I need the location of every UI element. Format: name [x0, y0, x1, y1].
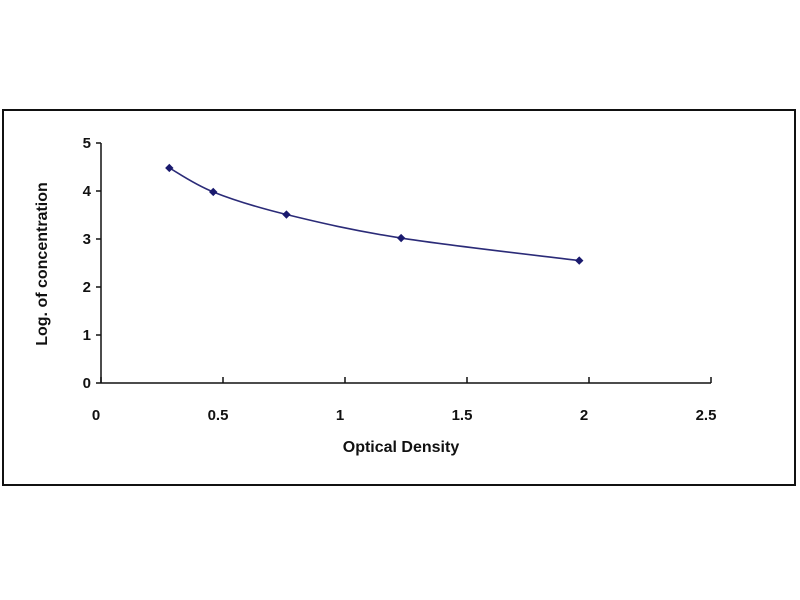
- data-point: [282, 210, 291, 219]
- x-tick-label: 2.5: [696, 407, 717, 424]
- data-point: [396, 233, 406, 243]
- chart-frame: [2, 109, 796, 486]
- x-tick-label: 2: [580, 407, 588, 424]
- x-tick-label: 0.5: [208, 407, 229, 424]
- y-axis-title: Log. of concentration: [34, 182, 51, 346]
- y-tick-label: 5: [83, 135, 91, 152]
- y-ticks: 0 1 2 3 4 5: [83, 135, 101, 392]
- y-tick-label: 1: [83, 327, 91, 344]
- y-tick-label: 2: [83, 279, 91, 296]
- x-tick-label: 1.5: [452, 407, 473, 424]
- axes: [100, 143, 711, 384]
- y-tick-label: 3: [83, 231, 91, 248]
- data-point: [209, 187, 218, 197]
- data-point: [575, 256, 584, 265]
- x-tick-label: 0: [92, 407, 100, 424]
- data-point: [165, 163, 174, 173]
- x-ticks: 0 0.5 1 1.5 2 2.5: [92, 377, 717, 424]
- x-axis-title: Optical Density: [343, 439, 460, 456]
- x-tick-label: 1: [336, 407, 344, 424]
- fit-curve: [168, 167, 580, 262]
- data-points: [165, 163, 584, 265]
- y-tick-label: 0: [83, 375, 91, 392]
- y-tick-label: 4: [83, 183, 92, 200]
